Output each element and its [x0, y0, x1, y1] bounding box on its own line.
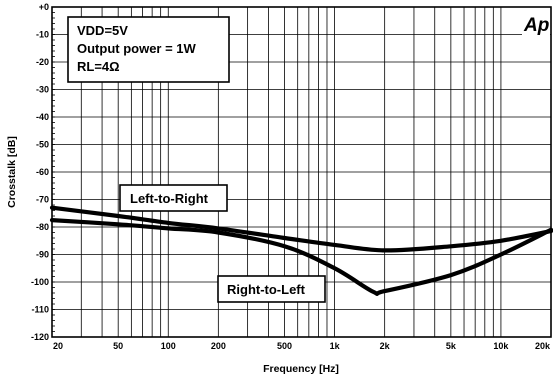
y-tick-label: -40 — [36, 112, 49, 122]
y-tick-label: -80 — [36, 222, 49, 232]
condition-vdd: VDD=5V — [77, 23, 128, 38]
y-axis-title: Crosstalk [dB] — [6, 136, 18, 208]
ap-logo: Ap — [523, 15, 549, 36]
series-lines — [49, 205, 553, 296]
condition-power: Output power = 1W — [77, 41, 197, 56]
y-tick-label: -70 — [36, 195, 49, 205]
y-tick-label: -60 — [36, 167, 49, 177]
x-tick-label: 10k — [493, 341, 509, 351]
series-label-left-to-right: Left-to-Right — [130, 191, 209, 206]
legend-right-to-left: Right-to-Left — [217, 275, 326, 303]
x-tick-label: 5k — [446, 341, 457, 351]
series-line-left-to-right — [49, 205, 553, 253]
series-line-right-to-left — [49, 218, 553, 296]
y-tick-label: -120 — [31, 332, 49, 342]
y-tick-label: -90 — [36, 250, 49, 260]
x-tick-label: 1k — [330, 341, 341, 351]
logo: Ap — [522, 9, 550, 36]
x-tick-label: 200 — [211, 341, 226, 351]
y-tick-label: +0 — [39, 2, 49, 12]
condition-load: RL=4Ω — [77, 59, 120, 74]
y-tick-label: -20 — [36, 57, 49, 67]
legend-left-to-right: Left-to-Right — [119, 184, 228, 212]
x-tick-label: 100 — [161, 341, 176, 351]
x-axis-title: Frequency [Hz] — [263, 363, 339, 375]
x-tick-label: 500 — [277, 341, 292, 351]
x-tick-label: 2k — [380, 341, 391, 351]
y-tick-label: -100 — [31, 277, 49, 287]
y-tick-label: -110 — [31, 305, 49, 315]
y-tick-label: -10 — [36, 30, 49, 40]
x-tick-label: 50 — [113, 341, 123, 351]
plot-frame — [51, 6, 552, 338]
conditions-box: VDD=5V Output power = 1W RL=4Ω — [67, 16, 230, 83]
x-tick-label: 20k — [535, 341, 551, 351]
x-tick-label: 20 — [53, 341, 63, 351]
y-tick-label: -30 — [36, 85, 49, 95]
y-tick-label: -50 — [36, 140, 49, 150]
tick-labels: +0 -10 -20 -30 -40 -50 -60 -70 -80 -90 -100 -110 -12… — [31, 2, 551, 351]
series-label-right-to-left: Right-to-Left — [227, 282, 306, 297]
